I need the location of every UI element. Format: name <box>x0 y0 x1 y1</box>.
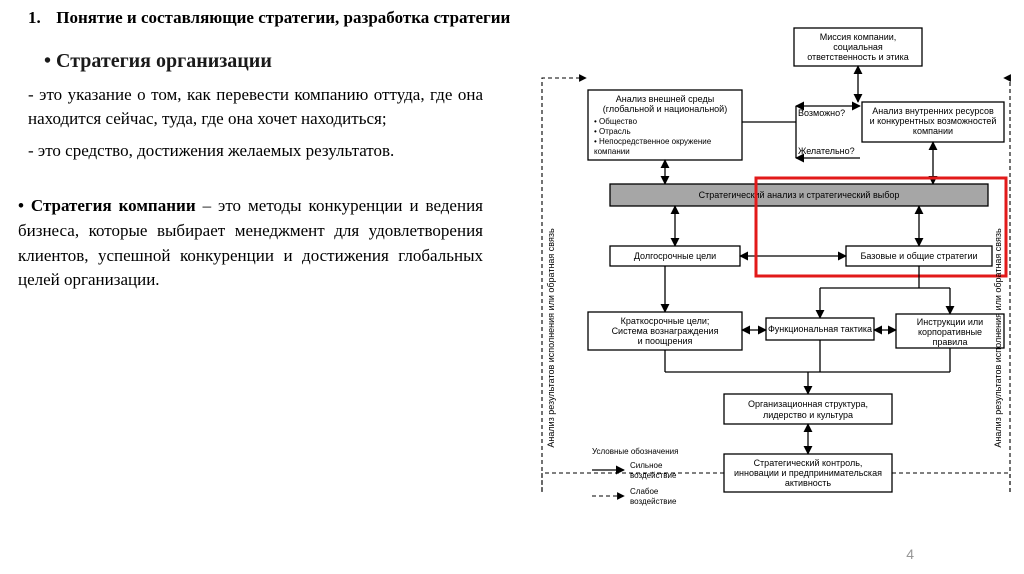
node-instr-l1: Инструкции или <box>917 317 983 327</box>
vtext-right: Анализ результатов исполнения или обратн… <box>993 228 1003 448</box>
subhead-bullet: • <box>44 50 56 72</box>
node-extenv-b1: • Общество <box>594 117 638 126</box>
legend-strong-2: воздействие <box>630 471 677 480</box>
node-org-l2: лидерство и культура <box>763 410 853 420</box>
node-basegen: Базовые и общие стратегии <box>860 251 977 261</box>
node-extenv-l1: Анализ внешней среды <box>616 94 714 104</box>
legend-strong-1: Сильное <box>630 461 663 470</box>
node-func: Функциональная тактика <box>768 324 872 334</box>
left-column: • Стратегия организации - это указание о… <box>18 50 483 293</box>
node-intres-l2: и конкурентных возможностей <box>870 116 997 126</box>
vtext-left: Анализ результатов исполнения или обратн… <box>546 228 556 448</box>
page-title: Понятие и составляющие стратегии, разраб… <box>56 8 510 27</box>
node-intres-l1: Анализ внутренних ресурсов <box>872 106 994 116</box>
node-mission-l3: ответственность и этика <box>807 52 909 62</box>
definition-1: - это указание о том, как перевести комп… <box>18 83 483 131</box>
page-number: 4 <box>906 546 914 562</box>
edge-possible: Возможно? <box>798 108 845 118</box>
node-extenv-l2: (глобальной и национальной) <box>603 104 727 114</box>
definition-2: - это средство, достижения желаемых резу… <box>18 139 483 163</box>
node-org-l1: Организационная структура, <box>748 399 868 409</box>
title-number: 1. <box>28 8 52 28</box>
p2-lead: • Стратегия компании <box>18 196 196 215</box>
node-longterm: Долгосрочные цели <box>634 251 716 261</box>
legend-weak-1: Слабое <box>630 487 659 496</box>
node-extenv-b4: компании <box>594 147 630 156</box>
node-intres-l3: компании <box>913 126 953 136</box>
node-mission-l2: социальная <box>833 42 883 52</box>
node-shortterm-l3: и поощрения <box>638 336 693 346</box>
node-control-l1: Стратегический контроль, <box>754 458 863 468</box>
node-instr-l3: правила <box>933 337 968 347</box>
subhead-text: Стратегия организации <box>56 50 272 72</box>
node-instr-l2: корпоративные <box>918 327 982 337</box>
strategy-flowchart: Миссия компании, социальная ответственно… <box>496 18 1016 566</box>
node-shortterm-l2: Система вознаграждения <box>612 326 719 336</box>
paragraph-2: • Стратегия компании – это методы конкур… <box>18 194 483 293</box>
node-extenv-b2: • Отрасль <box>594 127 631 136</box>
legend-weak-2: воздействие <box>630 497 677 506</box>
node-mission-l1: Миссия компании, <box>820 32 897 42</box>
node-extenv-b3: • Непосредственное окружение <box>594 137 712 146</box>
node-control-l3: активность <box>785 478 832 488</box>
legend-title: Условные обозначения <box>592 447 678 456</box>
edge-desirable: Желательно? <box>798 146 855 156</box>
node-shortterm-l1: Краткосрочные цели; <box>621 316 710 326</box>
node-control-l2: инновации и предпринимательская <box>734 468 882 478</box>
node-choice: Стратегический анализ и стратегический в… <box>699 190 900 200</box>
